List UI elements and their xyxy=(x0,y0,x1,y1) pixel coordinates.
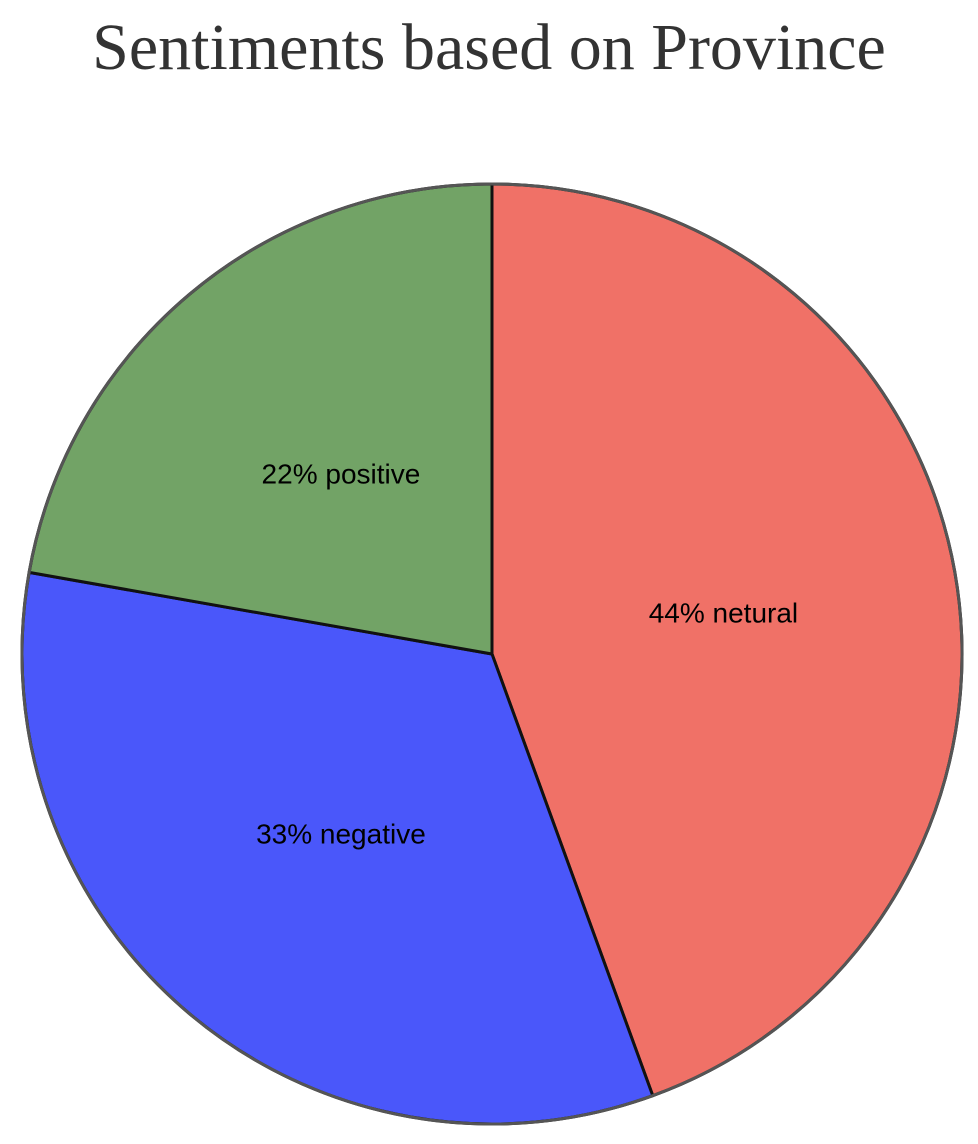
pie-slices xyxy=(20,182,964,1126)
slice-label-negative: 33% negative xyxy=(256,819,426,850)
pie-slice-positive[interactable] xyxy=(27,182,494,656)
pie-labels: 44% netural 33% negative 22% positive xyxy=(256,458,798,849)
chart-title: Sentiments based on Province xyxy=(92,11,886,84)
pie-outline xyxy=(20,182,964,1126)
slice-label-netural: 44% netural xyxy=(649,598,798,629)
slice-label-positive: 22% positive xyxy=(262,458,421,489)
